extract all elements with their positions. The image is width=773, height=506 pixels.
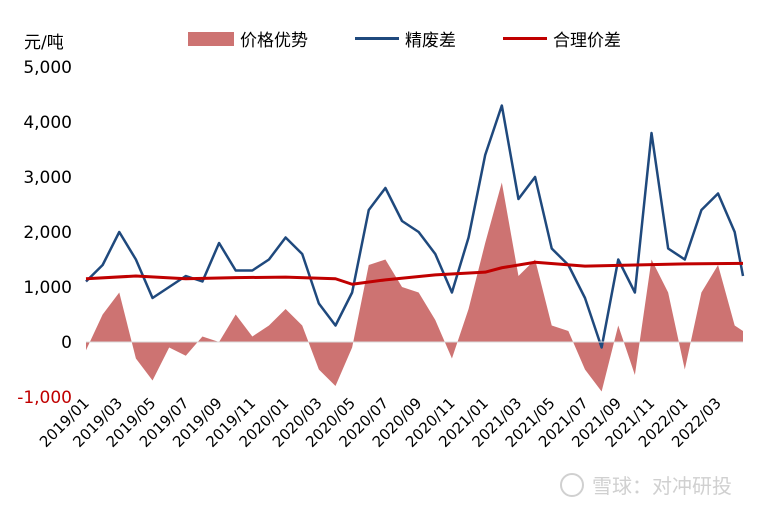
legend-swatch-reasonable-spread [503, 37, 547, 40]
legend-label-reasonable-spread: 合理价差 [553, 31, 621, 51]
y-axis-tick-labels: 5,000 4,000 3,000 2,000 1,000 0 -1,000 [17, 58, 72, 408]
y-tick-label: 2,000 [23, 223, 72, 243]
y-tick-label: -1,000 [17, 388, 72, 408]
line-series-group [85, 104, 745, 349]
x-axis-tick-labels: 2019/012019/032019/052019/072019/092019/… [36, 394, 725, 451]
y-tick-label: 5,000 [23, 58, 72, 78]
legend-item-price-advantage: 价格优势 [188, 26, 308, 51]
y-tick-label: 3,000 [23, 168, 72, 188]
legend-label-refined-scrap-spread: 精废差 [405, 31, 456, 51]
y-tick-label: 0 [61, 333, 72, 353]
y-tick-label: 1,000 [23, 278, 72, 298]
y-axis-unit-label: 元/吨 [24, 33, 64, 53]
snowball-logo-icon [560, 472, 584, 497]
y-tick-label: 4,000 [23, 113, 72, 133]
legend-item-refined-scrap-spread: 精废差 [355, 26, 456, 51]
area-price-advantage [86, 182, 743, 392]
watermark: 雪球：对冲研投 [560, 470, 732, 499]
legend-swatch-refined-scrap-spread [355, 37, 399, 40]
line-reasonable-spread [85, 260, 744, 286]
watermark-text: 雪球：对冲研投 [592, 474, 732, 498]
legend-label-price-advantage: 价格优势 [240, 31, 308, 51]
legend-swatch-price-advantage [188, 31, 234, 46]
legend-item-reasonable-spread: 合理价差 [503, 26, 621, 51]
area-series-group [86, 182, 743, 392]
legend: 价格优势 精废差 合理价差 [0, 26, 773, 51]
